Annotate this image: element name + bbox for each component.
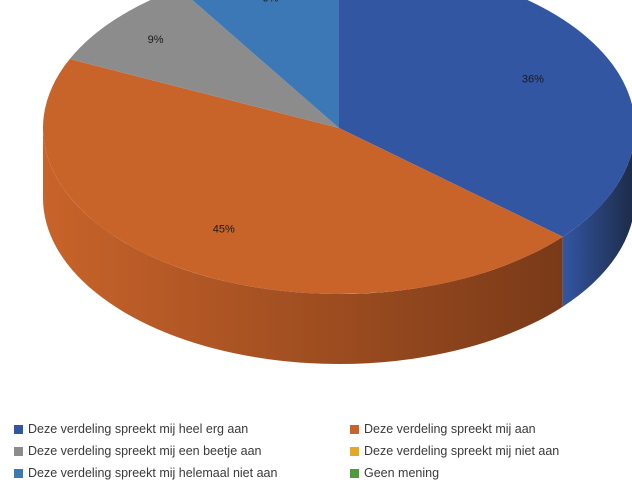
legend-label: Deze verdeling spreekt mij helemaal niet… bbox=[28, 466, 278, 480]
legend-swatch bbox=[350, 468, 359, 478]
legend-item-niet-aan: Deze verdeling spreekt mij niet aan bbox=[350, 444, 559, 458]
legend-label: Deze verdeling spreekt mij niet aan bbox=[364, 444, 560, 458]
legend-swatch bbox=[14, 424, 23, 434]
pie-chart: 36% 45% 9% 9% bbox=[42, 0, 632, 365]
legend-row: Deze verdeling spreekt mij een beetje aa… bbox=[14, 440, 626, 462]
legend-swatch bbox=[14, 446, 23, 456]
pie-slice-1 bbox=[42, 59, 563, 295]
legend-item-aan: Deze verdeling spreekt mij aan bbox=[350, 422, 536, 436]
legend-row: Deze verdeling spreekt mij heel erg aan … bbox=[14, 418, 626, 440]
legend-label: Deze verdeling spreekt mij een beetje aa… bbox=[28, 444, 262, 458]
legend-label: Deze verdeling spreekt mij heel erg aan bbox=[28, 422, 249, 436]
legend: Deze verdeling spreekt mij heel erg aan … bbox=[14, 418, 626, 484]
legend-item-heel-erg-aan: Deze verdeling spreekt mij heel erg aan bbox=[14, 422, 350, 436]
legend-swatch bbox=[350, 446, 359, 456]
pie-label-0: 36% bbox=[522, 73, 544, 85]
legend-label: Deze verdeling spreekt mij aan bbox=[364, 422, 536, 436]
pie-label-2: 9% bbox=[148, 34, 164, 46]
legend-swatch bbox=[14, 468, 23, 478]
legend-row: Deze verdeling spreekt mij helemaal niet… bbox=[14, 462, 626, 484]
pie-slice-4 bbox=[192, 0, 339, 128]
pie-slice-0 bbox=[339, 0, 632, 237]
pie-label-1: 45% bbox=[213, 224, 235, 236]
pie-slice-2 bbox=[69, 0, 339, 128]
legend-item-helemaal-niet-aan: Deze verdeling spreekt mij helemaal niet… bbox=[14, 466, 350, 480]
legend-swatch bbox=[350, 424, 359, 434]
legend-label: Geen mening bbox=[364, 466, 440, 480]
pie-side-1 bbox=[43, 128, 563, 365]
legend-item-beetje-aan: Deze verdeling spreekt mij een beetje aa… bbox=[14, 444, 350, 458]
pie-side-0 bbox=[562, 151, 632, 307]
pie-label-4: 9% bbox=[263, 0, 279, 4]
legend-item-geen-mening: Geen mening bbox=[350, 466, 439, 480]
